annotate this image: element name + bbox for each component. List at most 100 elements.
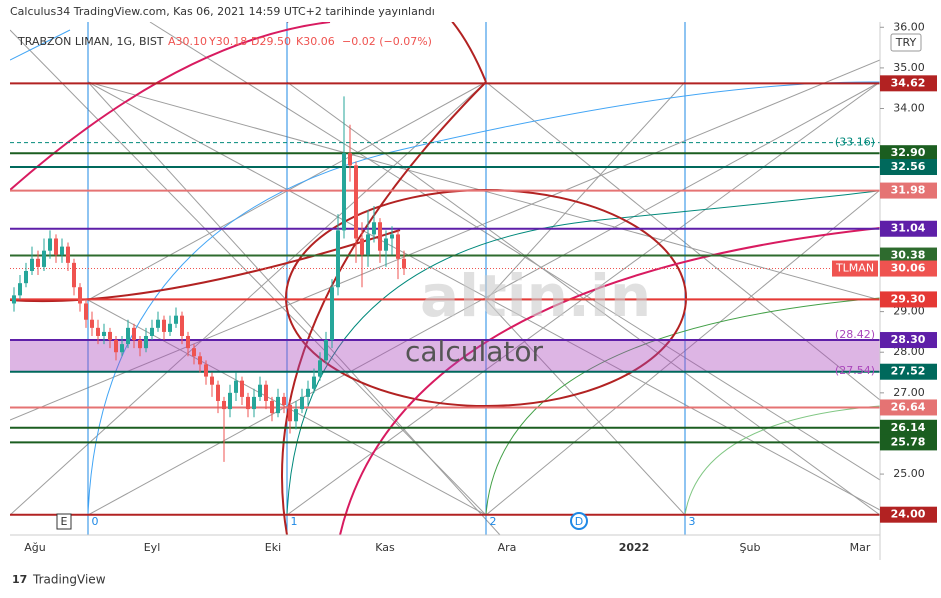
candle-body [72, 262, 76, 288]
level-box [880, 247, 937, 264]
candle-body [360, 238, 364, 255]
candle-body [216, 384, 220, 401]
level-label: 29.30 [891, 292, 926, 305]
level-box [880, 506, 937, 523]
level-label: 27.52 [891, 365, 926, 378]
candle-body [384, 238, 388, 251]
x-tick-label: Ağu [24, 541, 45, 554]
candle-body [24, 270, 28, 284]
candle-body [234, 380, 238, 393]
candle-body [276, 396, 280, 414]
x-tick-label: Ara [498, 541, 517, 554]
footer: TradingView [32, 573, 106, 587]
candle-body [96, 327, 100, 336]
candle-body [240, 380, 244, 397]
level-box [880, 75, 937, 92]
candle-body [288, 405, 292, 422]
candle-body [264, 384, 268, 401]
ohlc-change: −0.02 (−0.07%) [342, 35, 432, 48]
level-label: 30.38 [891, 249, 926, 262]
level-box [880, 220, 937, 237]
last-price-name: TLMAN [835, 262, 874, 275]
candle-body [192, 348, 196, 357]
footer-logo: 17 [12, 573, 27, 586]
y-tick-label: 36.00 [893, 20, 925, 33]
marker: 3 [689, 515, 696, 528]
candle-body [168, 323, 172, 332]
candle-body [312, 376, 316, 389]
level-label: 26.64 [891, 400, 926, 413]
candle-body [402, 258, 406, 269]
candle-body [114, 340, 118, 353]
y-tick-label: 28.00 [893, 345, 925, 358]
x-tick-label: Şub [740, 541, 761, 554]
candle-body [300, 396, 304, 410]
candle-body [318, 360, 322, 377]
zone [10, 340, 880, 372]
currency-box [890, 33, 922, 52]
candle-body [186, 335, 190, 349]
candle-body [156, 319, 160, 328]
level-label: 32.90 [891, 146, 926, 159]
candle-body [222, 400, 226, 410]
level-label: 32.56 [891, 160, 926, 173]
candle-body [210, 376, 214, 385]
level-label: 26.14 [891, 421, 926, 434]
marker: 1 [291, 515, 298, 528]
candle-body [66, 246, 70, 263]
candle-body [78, 287, 82, 304]
ohlc-close: K30.06 [296, 35, 335, 48]
watermark: altin.in [420, 262, 651, 330]
marker: E [61, 515, 68, 528]
candle-body [270, 400, 274, 414]
candle-body [282, 396, 286, 406]
candle-body [246, 396, 250, 410]
candle-body [174, 315, 178, 324]
y-tick-label: 29.00 [893, 305, 925, 318]
annotation-label: (28.42) [835, 328, 875, 341]
ohlc-low: D29.50 [251, 35, 291, 48]
candle-body [144, 335, 148, 349]
candle-body [42, 250, 46, 267]
marker: D [575, 515, 583, 528]
candle-body [162, 319, 166, 332]
candle-body [204, 364, 208, 377]
annotation-label: (33.16) [835, 136, 875, 149]
marker: 2 [490, 515, 497, 528]
candle-body [60, 246, 64, 255]
level-label: 28.30 [891, 333, 926, 346]
x-tick-label: 2022 [619, 541, 650, 554]
candle-body [396, 234, 400, 259]
level-box [880, 399, 937, 416]
candle-body [12, 295, 16, 304]
watermark-sub: calculator [405, 335, 544, 368]
level-label: 34.62 [891, 76, 926, 89]
candle-body [378, 222, 382, 251]
last-price-label: 30.06 [891, 262, 926, 275]
y-tick-label: 25.00 [893, 467, 925, 480]
marker-box [56, 513, 72, 530]
currency: TRY [895, 36, 917, 49]
x-tick-label: Eki [265, 541, 281, 554]
candle-body [252, 396, 256, 410]
level-label: 31.04 [891, 222, 926, 235]
annotation-label: (27.54) [835, 364, 875, 377]
candle-body [132, 327, 136, 341]
level-box [880, 332, 937, 349]
candle-body [54, 238, 58, 255]
candle-body [348, 153, 352, 166]
x-tick-label: Eyl [144, 541, 161, 554]
level-box [880, 145, 937, 162]
candle-body [138, 340, 142, 349]
symbol: TRABZON LIMAN, 1G, BIST [17, 35, 164, 48]
candle-body [150, 327, 154, 336]
level-box [880, 291, 937, 308]
level-box [880, 434, 937, 451]
candle-body [330, 287, 334, 341]
marker: 0 [92, 515, 99, 528]
level-box [880, 419, 937, 436]
ohlc-open: A30.10 [168, 35, 207, 48]
level-box [880, 159, 937, 176]
level-box [880, 182, 937, 199]
